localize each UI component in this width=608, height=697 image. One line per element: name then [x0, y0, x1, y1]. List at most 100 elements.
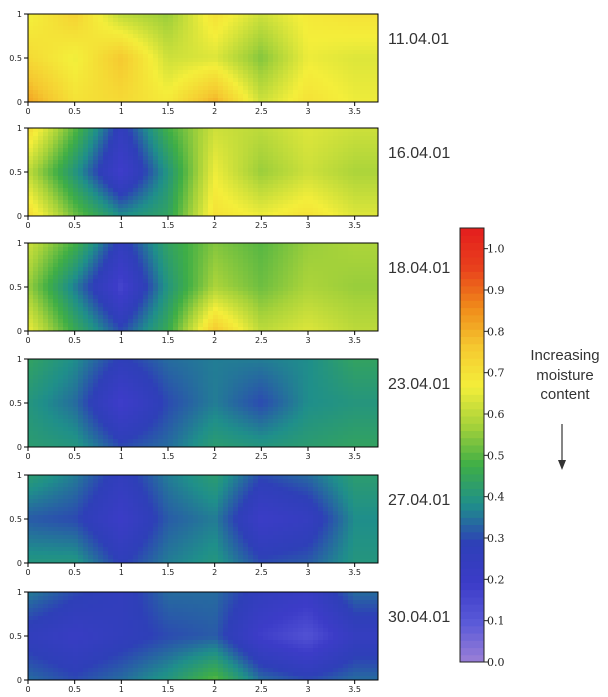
heatmap-cell	[203, 311, 209, 316]
heatmap-cell	[133, 128, 139, 133]
heatmap-cell	[183, 267, 189, 272]
heatmap-cell	[238, 283, 244, 288]
heatmap-cell	[68, 255, 74, 260]
heatmap-cell	[138, 34, 144, 39]
heatmap-cell	[228, 307, 234, 312]
heatmap-cell	[103, 152, 109, 157]
heatmap-cell	[333, 132, 339, 137]
heatmap-cell	[138, 259, 144, 264]
heatmap-cell	[203, 78, 209, 83]
heatmap-cell	[88, 132, 94, 137]
heatmap-cell	[153, 50, 159, 55]
heatmap-cell	[333, 172, 339, 177]
heatmap-cell	[308, 152, 314, 157]
heatmap-cell	[118, 18, 124, 23]
heatmap-cell	[143, 144, 149, 149]
heatmap-cell	[283, 208, 289, 213]
heatmap-cell	[258, 58, 264, 63]
heatmap-cell	[128, 243, 134, 248]
heatmap-cell	[83, 263, 89, 268]
heatmap-cell	[158, 172, 164, 177]
heatmap-cell	[88, 66, 94, 71]
heatmap-cell	[298, 204, 304, 209]
heatmap-cell	[188, 34, 194, 39]
heatmap-cell	[198, 34, 204, 39]
heatmap-cell	[73, 291, 79, 296]
heatmap-cell	[208, 144, 214, 149]
heatmap-cell	[208, 247, 214, 252]
heatmap-cell	[73, 279, 79, 284]
heatmap-cell	[223, 243, 229, 248]
heatmap-cell	[298, 172, 304, 177]
heatmap-cell	[303, 311, 309, 316]
heatmap-cell	[108, 86, 114, 91]
heatmap-cell	[158, 62, 164, 67]
heatmap-cell	[193, 98, 199, 103]
heatmap-cell	[73, 136, 79, 141]
heatmap-cell	[133, 54, 139, 59]
heatmap-cell	[78, 58, 84, 63]
heatmap-cell	[238, 26, 244, 31]
heatmap-cell	[133, 86, 139, 91]
heatmap-cell	[193, 267, 199, 272]
heatmap-cell	[48, 319, 54, 324]
heatmap-cell	[328, 208, 334, 213]
heatmap-cell	[118, 208, 124, 213]
heatmap-cell	[103, 30, 109, 35]
heatmap-cell	[328, 287, 334, 292]
heatmap-cell	[88, 94, 94, 99]
heatmap-cell	[98, 327, 104, 332]
heatmap-cell	[373, 188, 379, 193]
heatmap-cell	[58, 86, 64, 91]
heatmap-cell	[328, 315, 334, 320]
heatmap-cell	[208, 299, 214, 304]
heatmap-cell	[188, 212, 194, 217]
heatmap-cell	[268, 86, 274, 91]
heatmap-cell	[228, 86, 234, 91]
heatmap-cell	[63, 94, 69, 99]
heatmap-cell	[28, 291, 34, 296]
heatmap-cell	[203, 82, 209, 87]
heatmap-cell	[113, 22, 119, 27]
heatmap-cell	[263, 279, 269, 284]
heatmap-cell	[63, 319, 69, 324]
heatmap-cell	[298, 251, 304, 256]
heatmap-cell	[93, 311, 99, 316]
heatmap-cell	[68, 160, 74, 165]
heatmap-cell	[328, 58, 334, 63]
heatmap-cell	[253, 299, 259, 304]
heatmap-cell	[128, 34, 134, 39]
heatmap-cell	[183, 128, 189, 133]
heatmap-cell	[138, 291, 144, 296]
heatmap-cell	[203, 34, 209, 39]
heatmap-cell	[233, 82, 239, 87]
heatmap-cell	[353, 327, 359, 332]
heatmap-cell	[323, 188, 329, 193]
heatmap-cell	[323, 299, 329, 304]
heatmap-cell	[228, 196, 234, 201]
heatmap-cell	[93, 136, 99, 141]
heatmap-cell	[373, 94, 379, 99]
heatmap-cell	[178, 132, 184, 137]
heatmap-cell	[293, 46, 299, 51]
heatmap-cell	[268, 200, 274, 205]
heatmap-cell	[168, 259, 174, 264]
heatmap-cell	[118, 307, 124, 312]
heatmap-cell	[288, 152, 294, 157]
heatmap-cell	[83, 22, 89, 27]
heatmap-cell	[328, 263, 334, 268]
heatmap-cell	[288, 295, 294, 300]
heatmap-cell	[158, 78, 164, 83]
heatmap-cell	[103, 200, 109, 205]
heatmap-cell	[98, 78, 104, 83]
heatmap-cell	[118, 363, 124, 368]
heatmap-cell	[203, 259, 209, 264]
heatmap-cell	[88, 82, 94, 87]
heatmap-cell	[283, 196, 289, 201]
heatmap-cell	[148, 299, 154, 304]
heatmap-cell	[293, 14, 299, 19]
heatmap-cell	[28, 66, 34, 71]
heatmap-cell	[48, 86, 54, 91]
heatmap-cell	[138, 62, 144, 67]
heatmap-cell	[143, 263, 149, 268]
